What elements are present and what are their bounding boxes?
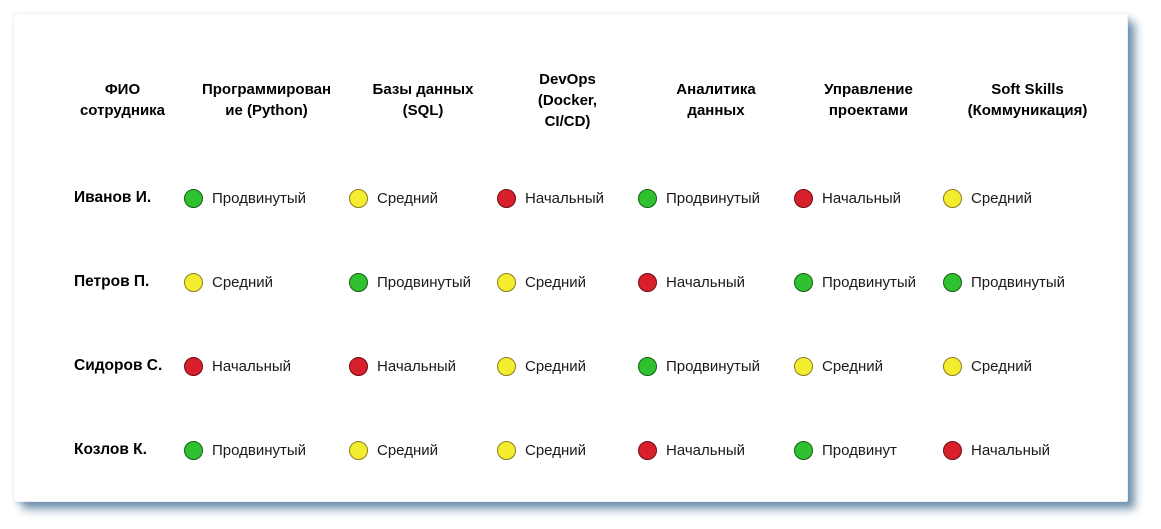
level-dot xyxy=(638,440,657,460)
level-label: Начальный xyxy=(666,441,746,459)
level-label: Продвинутый xyxy=(971,273,1066,291)
level-dot xyxy=(184,356,203,376)
level-dot xyxy=(349,272,368,292)
skill-cell: Средний xyxy=(497,356,638,376)
level-label: Продвинутый xyxy=(666,189,761,207)
skill-cell: Продвинутый xyxy=(638,356,794,376)
level-dot xyxy=(497,188,516,208)
column-header-sql: Базы данных (SQL) xyxy=(372,81,474,119)
level-dot xyxy=(184,188,203,208)
level-label: Средний xyxy=(525,441,586,459)
skill-cell: Начальный xyxy=(638,272,794,292)
skill-cell: Продвинутый xyxy=(638,188,794,208)
skill-cell: Продвинутый xyxy=(794,272,943,292)
level-dot xyxy=(794,356,813,376)
level-dot xyxy=(497,356,516,376)
skill-cell: Средний xyxy=(497,440,638,460)
skill-cell: Средний xyxy=(184,272,349,292)
skill-cell: Продвинутый xyxy=(943,272,1112,292)
level-dot xyxy=(349,356,368,376)
skill-cell: Начальный xyxy=(184,356,349,376)
column-header-soft-skills: Soft Skills (Коммуникация) xyxy=(967,81,1088,119)
level-label: Начальный xyxy=(212,357,292,375)
skill-cell: Начальный xyxy=(794,188,943,208)
skills-matrix-table: ФИО сотрудника Программирован ие (Python… xyxy=(14,14,1127,492)
skill-cell: Начальный xyxy=(349,356,497,376)
level-dot xyxy=(943,440,962,460)
column-header-employee: ФИО сотрудника xyxy=(79,81,166,119)
level-label: Средний xyxy=(971,357,1032,375)
column-header-data-analytics: Аналитика данных xyxy=(676,81,756,119)
skill-cell: Средний xyxy=(794,356,943,376)
skill-cell: Начальный xyxy=(638,440,794,460)
skills-matrix-card: ФИО сотрудника Программирован ие (Python… xyxy=(13,13,1128,502)
level-dot xyxy=(943,356,962,376)
skill-cell: Продвинутый xyxy=(349,272,497,292)
level-label: Начальный xyxy=(666,273,746,291)
level-label: Продвинутый xyxy=(212,441,307,459)
level-dot xyxy=(638,272,657,292)
level-dot xyxy=(638,188,657,208)
skill-cell: Средний xyxy=(497,272,638,292)
level-label: Продвинут xyxy=(822,441,897,459)
skill-cell: Продвинут xyxy=(794,440,943,460)
level-label: Средний xyxy=(525,357,586,375)
employee-name: Иванов И. xyxy=(74,189,152,206)
level-dot xyxy=(184,440,203,460)
skill-cell: Начальный xyxy=(943,440,1112,460)
level-label: Продвинутый xyxy=(212,189,307,207)
level-label: Начальный xyxy=(971,441,1051,459)
skill-cell: Средний xyxy=(943,356,1112,376)
level-dot xyxy=(497,440,516,460)
level-label: Начальный xyxy=(377,357,457,375)
level-dot xyxy=(349,188,368,208)
level-label: Продвинутый xyxy=(666,357,761,375)
level-label: Средний xyxy=(212,273,273,291)
skill-cell: Средний xyxy=(943,188,1112,208)
level-label: Начальный xyxy=(822,189,902,207)
level-label: Продвинутый xyxy=(822,273,917,291)
level-dot xyxy=(794,440,813,460)
employee-name: Петров П. xyxy=(74,273,150,290)
level-label: Средний xyxy=(971,189,1032,207)
column-header-project-mgmt: Управление проектами xyxy=(824,81,913,119)
column-header-python: Программирован ие (Python) xyxy=(201,81,332,119)
skill-cell: Продвинутый xyxy=(184,440,349,460)
level-dot xyxy=(794,272,813,292)
skill-cell: Средний xyxy=(349,440,497,460)
employee-name: Сидоров С. xyxy=(74,357,163,374)
column-header-devops: DevOps (Docker, CI/CD) xyxy=(537,70,598,130)
level-dot xyxy=(943,188,962,208)
skill-cell: Продвинутый xyxy=(184,188,349,208)
level-label: Средний xyxy=(377,441,438,459)
employee-name: Козлов К. xyxy=(74,441,147,458)
skill-cell: Средний xyxy=(349,188,497,208)
level-label: Начальный xyxy=(525,189,605,207)
level-dot xyxy=(184,272,203,292)
level-dot xyxy=(638,356,657,376)
level-label: Средний xyxy=(822,357,883,375)
skill-cell: Начальный xyxy=(497,188,638,208)
level-dot xyxy=(794,188,813,208)
level-dot xyxy=(497,272,516,292)
level-label: Продвинутый xyxy=(377,273,472,291)
level-label: Средний xyxy=(377,189,438,207)
level-dot xyxy=(943,272,962,292)
level-dot xyxy=(349,440,368,460)
level-label: Средний xyxy=(525,273,586,291)
